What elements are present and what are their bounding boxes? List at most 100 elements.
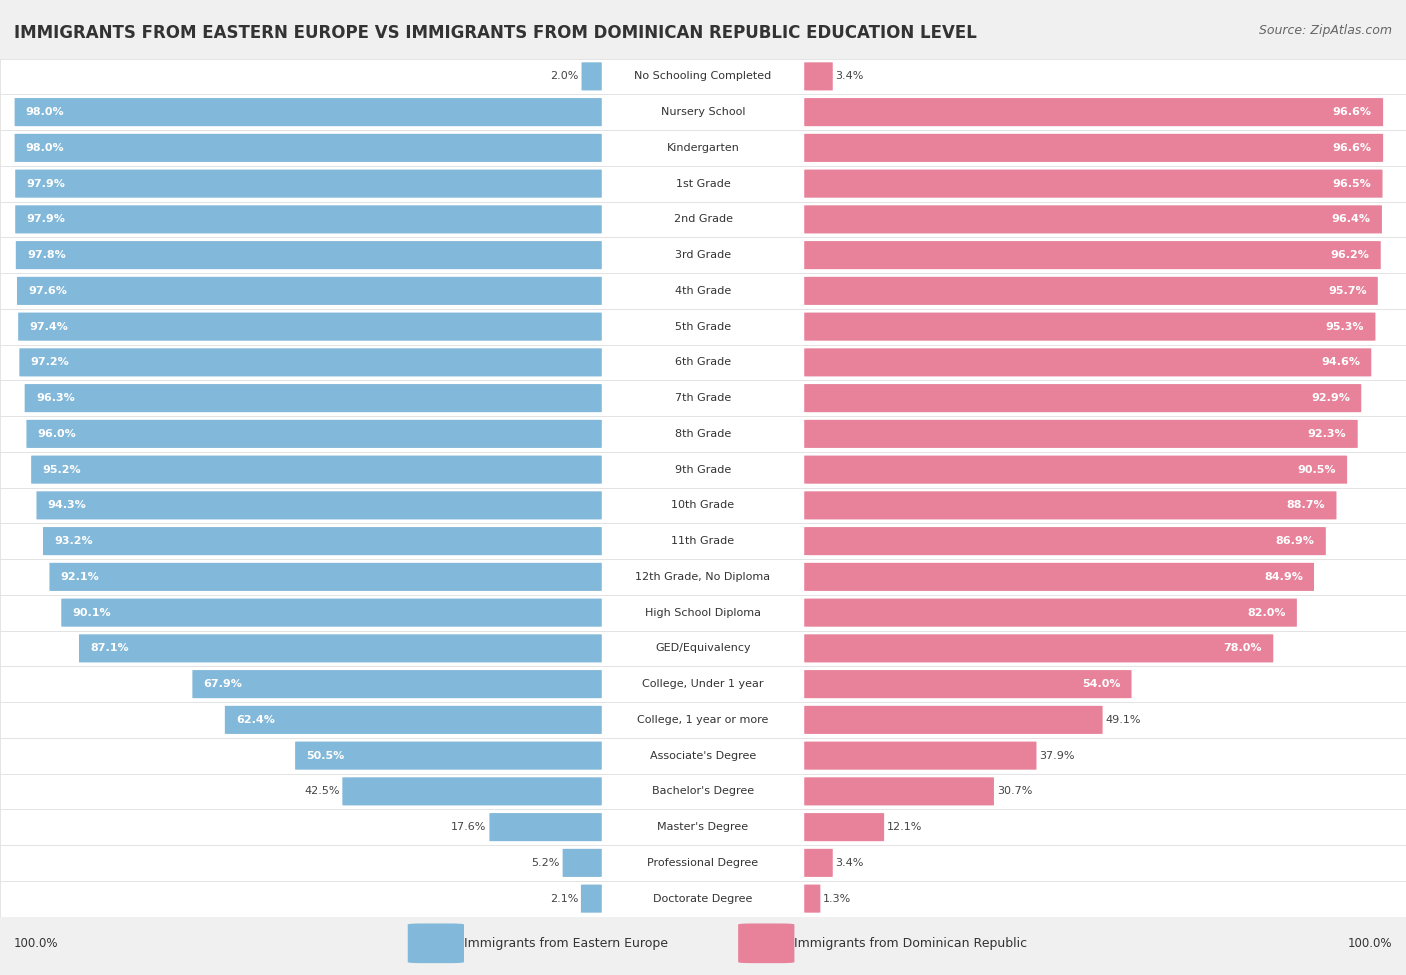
Text: GED/Equivalency: GED/Equivalency [655,644,751,653]
Bar [0,702,1406,738]
FancyBboxPatch shape [804,491,1337,520]
Text: Bachelor's Degree: Bachelor's Degree [652,787,754,797]
Bar [0,738,1406,773]
Text: 96.3%: 96.3% [37,393,75,403]
Text: 94.3%: 94.3% [48,500,87,510]
Text: Immigrants from Eastern Europe: Immigrants from Eastern Europe [464,937,668,950]
Text: 92.1%: 92.1% [60,572,100,582]
Text: 97.8%: 97.8% [27,251,66,260]
Text: 97.2%: 97.2% [31,358,69,368]
Text: 12th Grade, No Diploma: 12th Grade, No Diploma [636,572,770,582]
Text: 4th Grade: 4th Grade [675,286,731,295]
Text: 100.0%: 100.0% [14,937,59,951]
FancyBboxPatch shape [804,849,832,877]
Text: 97.4%: 97.4% [30,322,69,332]
FancyBboxPatch shape [804,742,1036,769]
Bar [0,880,1406,916]
Text: 9th Grade: 9th Grade [675,465,731,475]
FancyBboxPatch shape [804,62,832,91]
Text: 95.3%: 95.3% [1326,322,1364,332]
FancyBboxPatch shape [44,527,602,555]
Text: 88.7%: 88.7% [1286,500,1326,510]
Text: Source: ZipAtlas.com: Source: ZipAtlas.com [1258,24,1392,37]
Bar [0,380,1406,416]
FancyBboxPatch shape [804,635,1274,662]
FancyBboxPatch shape [489,813,602,841]
Text: 90.5%: 90.5% [1298,465,1336,475]
Text: 96.2%: 96.2% [1330,251,1369,260]
Bar [0,666,1406,702]
Bar [0,559,1406,595]
FancyBboxPatch shape [804,384,1361,412]
Text: 67.9%: 67.9% [204,680,242,689]
FancyBboxPatch shape [20,348,602,376]
Text: 54.0%: 54.0% [1081,680,1121,689]
Text: 96.5%: 96.5% [1333,178,1371,188]
Text: 97.9%: 97.9% [27,178,65,188]
Text: 78.0%: 78.0% [1223,644,1263,653]
FancyBboxPatch shape [804,170,1382,198]
FancyBboxPatch shape [343,777,602,805]
FancyBboxPatch shape [804,206,1382,233]
Text: 1st Grade: 1st Grade [676,178,730,188]
Text: 30.7%: 30.7% [997,787,1032,797]
FancyBboxPatch shape [295,742,602,769]
Text: No Schooling Completed: No Schooling Completed [634,71,772,81]
Text: Professional Degree: Professional Degree [647,858,759,868]
Bar [0,451,1406,488]
Text: Immigrants from Dominican Republic: Immigrants from Dominican Republic [794,937,1028,950]
Bar [0,631,1406,666]
Text: 93.2%: 93.2% [55,536,93,546]
Text: Doctorate Degree: Doctorate Degree [654,894,752,904]
FancyBboxPatch shape [804,563,1315,591]
Text: 42.5%: 42.5% [304,787,340,797]
FancyBboxPatch shape [562,849,602,877]
Bar [0,488,1406,524]
Text: 82.0%: 82.0% [1247,607,1285,617]
Bar [0,130,1406,166]
Bar [0,344,1406,380]
Bar [0,845,1406,880]
Bar [0,166,1406,202]
Text: 84.9%: 84.9% [1264,572,1303,582]
Text: 1.3%: 1.3% [823,894,852,904]
Bar [0,237,1406,273]
FancyBboxPatch shape [804,706,1102,734]
FancyBboxPatch shape [15,170,602,198]
Text: 49.1%: 49.1% [1105,715,1140,724]
FancyBboxPatch shape [738,923,794,963]
Text: Master's Degree: Master's Degree [658,822,748,832]
Text: 2.1%: 2.1% [550,894,578,904]
FancyBboxPatch shape [804,777,994,805]
FancyBboxPatch shape [804,884,820,913]
FancyBboxPatch shape [18,313,602,340]
Bar [0,524,1406,559]
FancyBboxPatch shape [804,527,1326,555]
FancyBboxPatch shape [14,134,602,162]
FancyBboxPatch shape [49,563,602,591]
Bar [0,809,1406,845]
Text: 90.1%: 90.1% [73,607,111,617]
Text: 5th Grade: 5th Grade [675,322,731,332]
FancyBboxPatch shape [14,98,602,126]
Text: 100.0%: 100.0% [1347,937,1392,951]
Text: 94.6%: 94.6% [1322,358,1360,368]
Text: IMMIGRANTS FROM EASTERN EUROPE VS IMMIGRANTS FROM DOMINICAN REPUBLIC EDUCATION L: IMMIGRANTS FROM EASTERN EUROPE VS IMMIGR… [14,24,977,42]
FancyBboxPatch shape [15,206,602,233]
FancyBboxPatch shape [25,384,602,412]
FancyBboxPatch shape [804,455,1347,484]
Text: 17.6%: 17.6% [451,822,486,832]
Text: 97.9%: 97.9% [27,214,65,224]
Bar [0,773,1406,809]
Bar [0,416,1406,451]
Bar [0,273,1406,309]
Bar [0,309,1406,344]
Text: 98.0%: 98.0% [25,143,65,153]
Text: Associate's Degree: Associate's Degree [650,751,756,760]
FancyBboxPatch shape [804,670,1132,698]
Text: 95.2%: 95.2% [42,465,82,475]
FancyBboxPatch shape [31,455,602,484]
FancyBboxPatch shape [804,134,1384,162]
Text: College, Under 1 year: College, Under 1 year [643,680,763,689]
FancyBboxPatch shape [15,241,602,269]
